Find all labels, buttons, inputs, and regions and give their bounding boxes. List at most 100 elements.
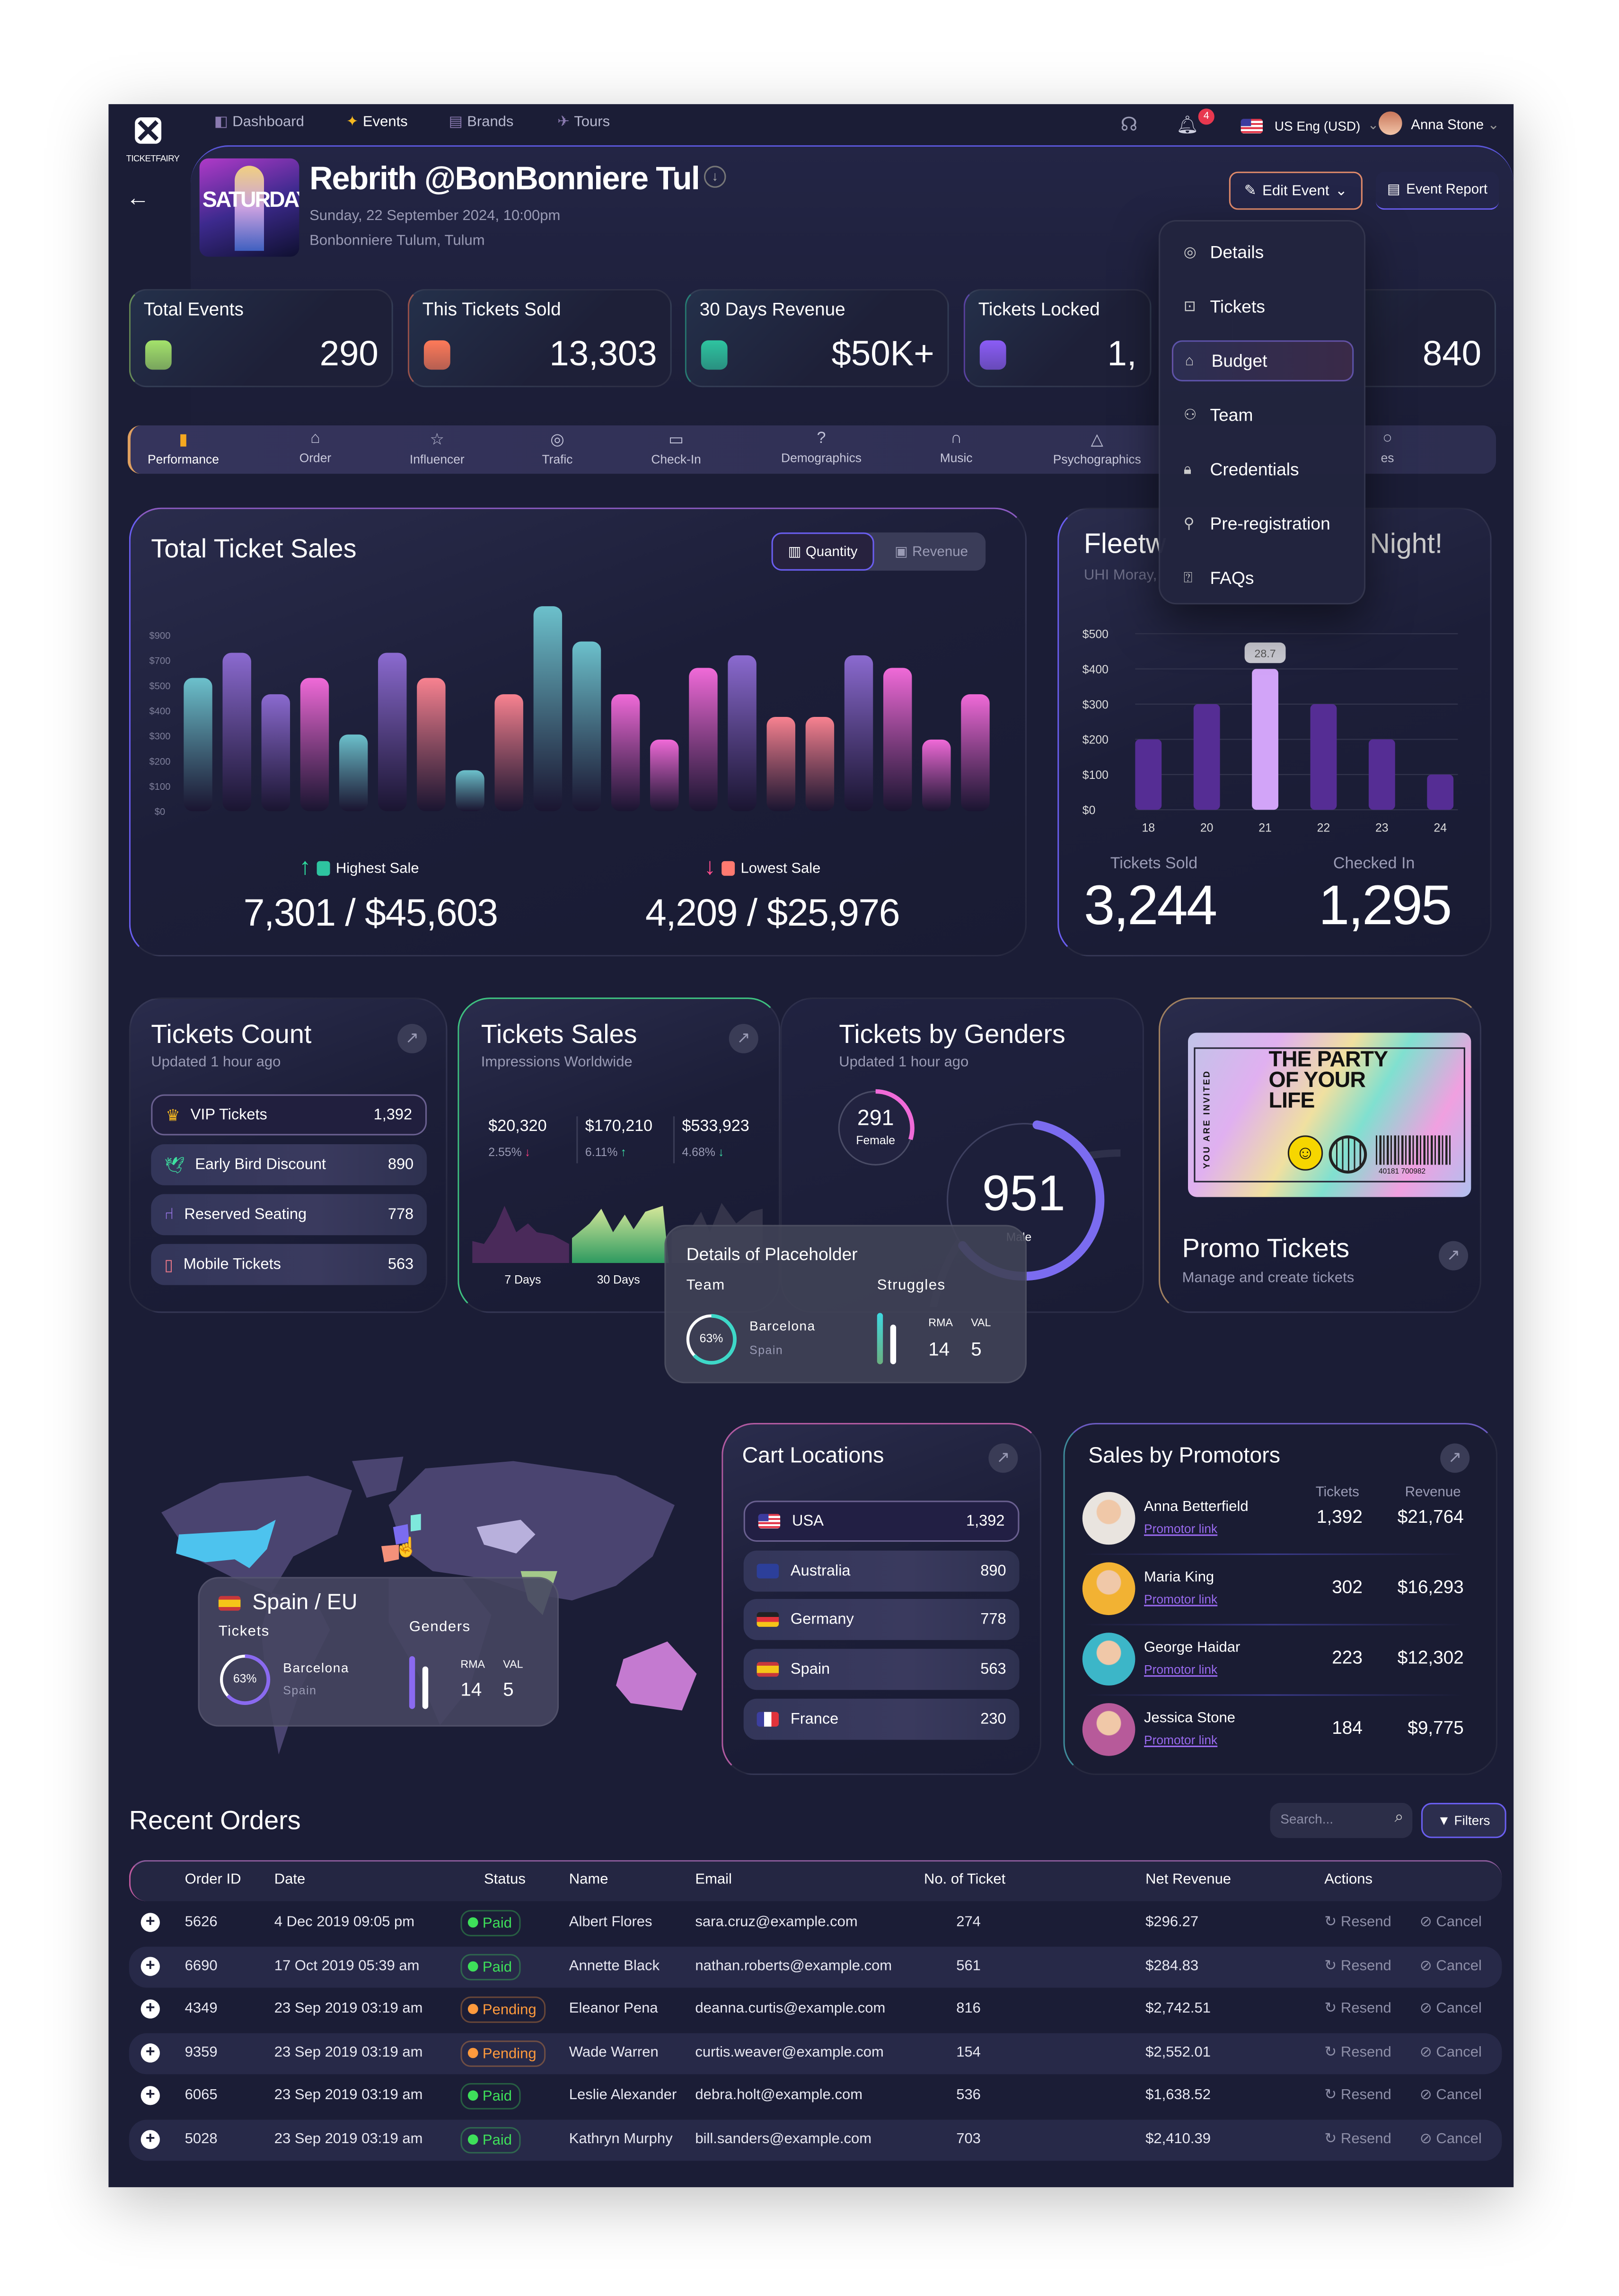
- day-bar[interactable]: [1252, 669, 1278, 810]
- tab-trafic[interactable]: ◎ Trafic: [506, 430, 609, 466]
- sales-bar[interactable]: [650, 739, 679, 812]
- sales-bar[interactable]: [883, 668, 912, 812]
- sales-bar[interactable]: [689, 668, 718, 812]
- sales-bar[interactable]: [533, 606, 563, 812]
- menu-item-details[interactable]: ◎ Details: [1172, 232, 1354, 273]
- menu-item-credentials[interactable]: 🔒︎ Credentials: [1172, 449, 1354, 490]
- open-arrow-icon[interactable]: ↗: [397, 1024, 427, 1053]
- resend-button[interactable]: ↻ Resend: [1324, 2044, 1391, 2060]
- map-region-spain[interactable]: [381, 1545, 399, 1563]
- tab-check-in[interactable]: ▭ Check-In: [625, 430, 728, 466]
- map-region-germany[interactable]: [411, 1514, 421, 1532]
- user-menu[interactable]: Anna Stone ⌄: [1411, 117, 1499, 133]
- user-avatar[interactable]: [1379, 111, 1402, 135]
- sales-bar[interactable]: [728, 655, 757, 812]
- stat-card[interactable]: 30 Days Revenue $50K+: [685, 289, 949, 388]
- day-bar[interactable]: [1193, 704, 1220, 810]
- tab-demographics[interactable]: ? Demographics: [770, 430, 873, 465]
- expand-row-icon[interactable]: +: [141, 1956, 160, 1976]
- menu-item-team[interactable]: ⚇ Team: [1172, 395, 1354, 436]
- sales-bar[interactable]: [300, 678, 329, 812]
- cart-location-row[interactable]: Germany 778: [743, 1599, 1020, 1641]
- tab-order[interactable]: ⌂ Order: [264, 430, 367, 465]
- ticketfairy-logo[interactable]: TICKETFAIRY: [126, 117, 180, 164]
- promotor-link[interactable]: Promotor link: [1144, 1521, 1218, 1536]
- day-bar[interactable]: [1310, 704, 1337, 810]
- bell-icon[interactable]: 🔔︎: [1176, 114, 1199, 135]
- tab-performance[interactable]: ▮ Performance: [132, 430, 235, 466]
- resend-button[interactable]: ↻ Resend: [1324, 2087, 1391, 2103]
- menu-item-budget[interactable]: ⌂ Budget: [1171, 340, 1354, 381]
- day-bar[interactable]: [1427, 774, 1454, 810]
- nav-brands[interactable]: ▤ Brands: [449, 115, 514, 131]
- menu-item-faqs[interactable]: ⍰ FAQs: [1172, 557, 1354, 599]
- sales-bar[interactable]: [261, 694, 290, 812]
- stat-card[interactable]: Total Events 290: [129, 289, 393, 388]
- sales-bar[interactable]: [805, 717, 835, 812]
- support-icon[interactable]: ☊: [1120, 113, 1138, 135]
- stat-card[interactable]: This Tickets Sold 13,303: [407, 289, 672, 388]
- promo-ticket-image[interactable]: YOU ARE INVITED THE PARTY OF YOUR LIFE ☺ 4…: [1188, 1033, 1471, 1197]
- sales-bar[interactable]: [572, 641, 601, 812]
- nav-dashboard[interactable]: ◧ Dashboard: [214, 115, 304, 131]
- sales-bar[interactable]: [378, 653, 407, 812]
- nav-events[interactable]: ✦ Events: [346, 115, 408, 131]
- menu-item-pre-registration[interactable]: ⚲ Pre-registration: [1172, 503, 1354, 544]
- promotor-avatar[interactable]: [1082, 1703, 1135, 1756]
- search-icon[interactable]: ⌕: [1394, 1809, 1404, 1827]
- expand-row-icon[interactable]: +: [141, 2129, 160, 2148]
- download-icon[interactable]: ↓: [704, 166, 726, 188]
- event-report-button[interactable]: ▤ Event Report: [1375, 171, 1499, 210]
- sales-bar[interactable]: [222, 653, 251, 812]
- promotor-avatar[interactable]: [1082, 1562, 1135, 1616]
- tab-es[interactable]: ○ es: [1336, 430, 1439, 465]
- cancel-button[interactable]: ⊘ Cancel: [1420, 1914, 1482, 1930]
- map-region-greenland[interactable]: [352, 1457, 404, 1498]
- cancel-button[interactable]: ⊘ Cancel: [1420, 2131, 1482, 2147]
- sales-bar[interactable]: [417, 678, 446, 812]
- map-region-france[interactable]: [393, 1524, 409, 1545]
- cart-location-row[interactable]: USA 1,392: [743, 1501, 1020, 1542]
- sales-bar[interactable]: [844, 655, 873, 812]
- cart-location-row[interactable]: Australia 890: [743, 1550, 1020, 1591]
- sales-bar[interactable]: [456, 770, 484, 812]
- filters-button[interactable]: ▼ Filters: [1421, 1802, 1506, 1838]
- expand-row-icon[interactable]: +: [141, 2086, 160, 2105]
- ticket-type-row[interactable]: ♛ VIP Tickets 1,392: [151, 1094, 427, 1136]
- expand-row-icon[interactable]: +: [141, 1999, 160, 2019]
- sales-bar[interactable]: [184, 678, 212, 812]
- period-30-days[interactable]: 30 Days: [597, 1273, 640, 1287]
- resend-button[interactable]: ↻ Resend: [1324, 1958, 1391, 1974]
- promotor-avatar[interactable]: [1082, 1633, 1135, 1686]
- resend-button[interactable]: ↻ Resend: [1324, 2131, 1391, 2147]
- resend-button[interactable]: ↻ Resend: [1324, 1914, 1391, 1930]
- sales-bar[interactable]: [922, 739, 951, 812]
- ticket-type-row[interactable]: ⑁ Reserved Seating 778: [151, 1194, 427, 1236]
- cancel-button[interactable]: ⊘ Cancel: [1420, 2044, 1482, 2060]
- period-7-days[interactable]: 7 Days: [504, 1273, 541, 1287]
- cancel-button[interactable]: ⊘ Cancel: [1420, 2087, 1482, 2103]
- ticket-type-row[interactable]: ▯ Mobile Tickets 563: [151, 1244, 427, 1285]
- ticket-type-row[interactable]: 🕊︎ Early Bird Discount 890: [151, 1144, 427, 1185]
- promotor-link[interactable]: Promotor link: [1144, 1662, 1218, 1677]
- expand-row-icon[interactable]: +: [141, 2042, 160, 2062]
- promotor-link[interactable]: Promotor link: [1144, 1591, 1218, 1607]
- order-search-input[interactable]: Search... ⌕: [1270, 1802, 1413, 1838]
- toggle-quantity[interactable]: ▥ Quantity: [771, 532, 874, 571]
- open-arrow-icon[interactable]: ↗: [1440, 1443, 1470, 1473]
- promotor-link[interactable]: Promotor link: [1144, 1732, 1218, 1748]
- day-bar[interactable]: [1368, 739, 1395, 810]
- map-region-australia[interactable]: [616, 1641, 697, 1711]
- nav-tours[interactable]: ✈ Tours: [557, 115, 610, 131]
- edit-event-button[interactable]: ✎ Edit Event ⌄: [1229, 171, 1363, 210]
- sales-bar[interactable]: [766, 717, 795, 812]
- menu-item-tickets[interactable]: ⊡ Tickets: [1172, 286, 1354, 327]
- cancel-button[interactable]: ⊘ Cancel: [1420, 1958, 1482, 1974]
- promotor-avatar[interactable]: [1082, 1492, 1135, 1545]
- expand-row-icon[interactable]: +: [141, 1913, 160, 1932]
- resend-button[interactable]: ↻ Resend: [1324, 2001, 1391, 2017]
- map-region-eurasia[interactable]: [388, 1461, 675, 1601]
- map-region-kazakhstan[interactable]: [476, 1519, 536, 1554]
- sales-bar[interactable]: [494, 694, 523, 812]
- open-arrow-icon[interactable]: ↗: [1439, 1241, 1469, 1271]
